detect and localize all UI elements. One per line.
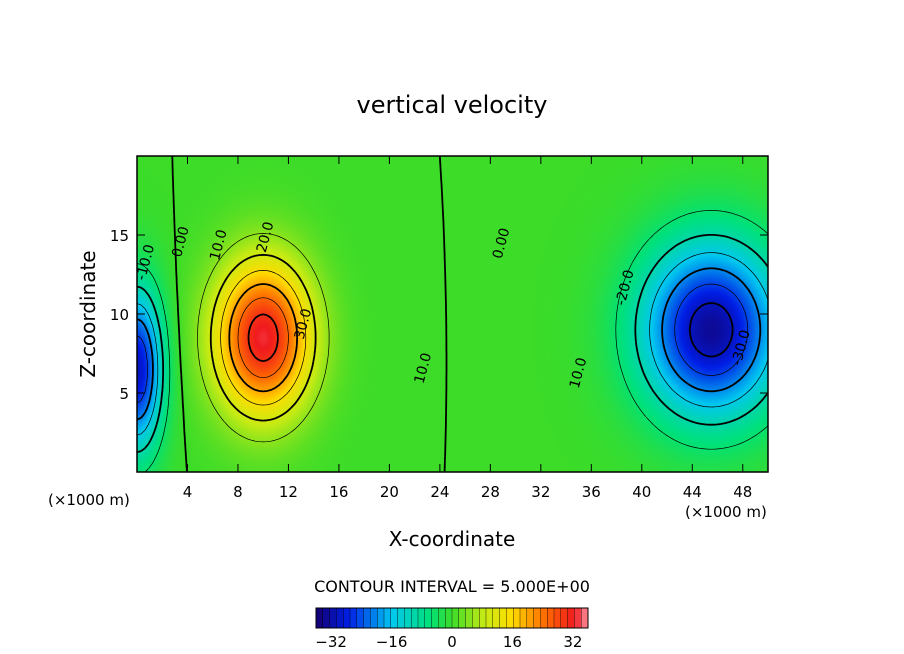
- y-axis-ticks: 5 10 15: [110, 227, 768, 403]
- colorbar-cell: [533, 607, 541, 629]
- colorbar-tick-label: 0: [447, 633, 457, 651]
- colorbar-cell: [383, 607, 392, 629]
- x-tick-label: 4: [183, 483, 193, 501]
- x-unit-left: (×1000 m): [48, 491, 130, 509]
- colorbar-cell: [472, 607, 480, 629]
- x-tick-label: 20: [380, 483, 399, 501]
- colorbar: [315, 607, 589, 629]
- colorbar-cell: [547, 607, 555, 629]
- colorbar-cell: [506, 607, 514, 629]
- colorbar-tick-label: −32: [315, 633, 347, 651]
- colorbar-cell: [411, 607, 419, 629]
- colorbar-cell: [445, 607, 453, 629]
- contour-line: [209, 253, 317, 422]
- colorbar-cell: [458, 607, 467, 629]
- colorbar-cell: [343, 607, 351, 629]
- x-unit-right: (×1000 m): [685, 503, 767, 521]
- contour-lines: [136, 155, 769, 473]
- x-tick-label: 48: [733, 483, 752, 501]
- contour-line: [136, 210, 769, 473]
- colorbar-cell: [431, 607, 439, 629]
- colorbar-cell: [397, 607, 405, 629]
- contour-line: [688, 302, 734, 358]
- colorbar-cell: [553, 607, 562, 629]
- colorbar-cell: [424, 607, 433, 629]
- plot-area: 0.00 10.0 20.030.010.00.00-10.0-20.010.0-3…: [133, 155, 769, 473]
- y-axis-label: Z-coordinate: [76, 250, 100, 377]
- colorbar-cell: [560, 607, 569, 629]
- colorbar-cell: [336, 607, 344, 629]
- y-tick-label: 10: [110, 306, 129, 324]
- velocity-field: [137, 156, 768, 472]
- contour-label: 10.0: [567, 356, 591, 390]
- colorbar-cell: [322, 607, 331, 629]
- colorbar-cell: [404, 607, 412, 629]
- x-tick-label: 44: [683, 483, 702, 501]
- contour-line: [136, 252, 769, 436]
- colorbar-cell: [526, 607, 535, 629]
- colorbar-ticks: −32 −16 0 16 32: [315, 633, 582, 651]
- contour-label: 30.0: [292, 307, 316, 341]
- contour-line: [197, 233, 330, 443]
- x-axis-ticks: 4 8 12 16 20 24 28 32 36 40 44 48: [183, 156, 752, 501]
- x-axis-label: X-coordinate: [389, 527, 516, 551]
- x-tick-label: 8: [233, 483, 243, 501]
- colorbar-cell: [390, 607, 399, 629]
- y-tick-label: 5: [119, 385, 129, 403]
- colorbar-cell: [417, 607, 426, 629]
- x-tick-label: 24: [430, 483, 449, 501]
- contour-line: [136, 267, 762, 421]
- colorbar-cell: [356, 607, 365, 629]
- colorbar-cell: [451, 607, 460, 629]
- contour-label: 0.00: [169, 225, 193, 259]
- chart-title: vertical velocity: [357, 91, 548, 119]
- contour-line: [171, 155, 448, 473]
- contour-line: [136, 283, 749, 404]
- contour-label: 20.0: [254, 220, 278, 254]
- colorbar-cell: [370, 607, 378, 629]
- colorbar-cell: [479, 607, 487, 629]
- contour-line: [228, 283, 298, 393]
- colorbar-cell: [315, 607, 324, 629]
- contour-interval-text: CONTOUR INTERVAL = 5.000E+00: [314, 577, 590, 596]
- contour-label: 10.0: [412, 351, 436, 385]
- colorbar-cell: [329, 607, 337, 629]
- contour-line: [220, 270, 307, 406]
- colorbar-frame: [315, 607, 589, 629]
- colorbar-cell: [363, 607, 371, 629]
- colorbar-cell: [567, 607, 575, 629]
- colorbar-cell: [499, 607, 507, 629]
- colorbar-cell: [519, 607, 528, 629]
- x-tick-label: 32: [531, 483, 550, 501]
- colorbar-cell: [540, 607, 548, 629]
- colorbar-cell: [438, 607, 446, 629]
- colorbar-cell: [349, 607, 358, 629]
- contour-label: 10.0: [207, 228, 231, 262]
- colorbar-cell: [574, 607, 582, 629]
- colorbar-tick-label: −16: [376, 633, 408, 651]
- x-tick-label: 16: [329, 483, 348, 501]
- x-tick-label: 40: [632, 483, 651, 501]
- contour-line: [237, 297, 289, 379]
- colorbar-tick-label: 32: [563, 633, 582, 651]
- colorbar-cell: [377, 607, 385, 629]
- y-tick-label: 15: [110, 227, 129, 245]
- colorbar-cell: [485, 607, 494, 629]
- x-tick-label: 12: [279, 483, 298, 501]
- colorbar-tick-label: 16: [503, 633, 522, 651]
- x-tick-label: 28: [481, 483, 500, 501]
- contour-label: 0.00: [490, 226, 514, 260]
- contour-line: [136, 234, 769, 453]
- colorbar-cell: [513, 607, 521, 629]
- contour-line: [247, 313, 279, 362]
- colorbar-cell: [492, 607, 501, 629]
- x-tick-label: 36: [582, 483, 601, 501]
- colorbar-cell: [465, 607, 473, 629]
- colorbar-cell: [581, 607, 589, 629]
